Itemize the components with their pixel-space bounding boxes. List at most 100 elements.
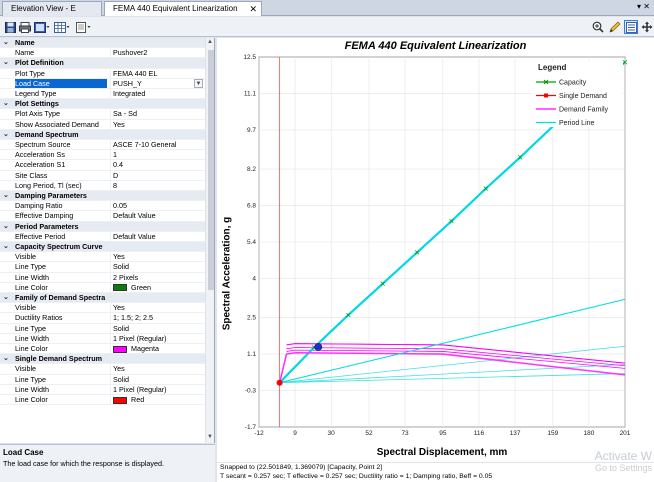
property-value[interactable]: 1 Pixel (Regular) bbox=[110, 384, 205, 394]
x-tick-label: 52 bbox=[365, 430, 373, 437]
property-value[interactable]: 0.05 bbox=[110, 201, 205, 211]
zoom-icon[interactable] bbox=[591, 20, 605, 34]
property-value[interactable]: Green bbox=[110, 282, 205, 292]
collapse-icon[interactable]: ⌄ bbox=[3, 100, 9, 108]
property-row[interactable]: Line Color Green bbox=[0, 282, 205, 293]
property-row[interactable]: Line Color Red bbox=[0, 395, 205, 406]
save-icon[interactable] bbox=[3, 20, 17, 34]
property-row[interactable]: Acceleration Ss 1 bbox=[0, 150, 205, 161]
property-value[interactable]: 1; 1.5; 2; 2.5 bbox=[110, 313, 205, 323]
property-row[interactable]: Visible Yes bbox=[0, 364, 205, 375]
property-value-text: Solid bbox=[113, 374, 129, 384]
collapse-icon[interactable]: ⌄ bbox=[3, 222, 9, 230]
pan-icon[interactable] bbox=[640, 20, 653, 34]
collapse-icon[interactable]: ⌄ bbox=[3, 355, 9, 363]
plot-area[interactable]: -12 9 30 52 73 95 116 137 159 180 201 12.5 11.1 9.7 8.… bbox=[217, 38, 654, 462]
property-value[interactable]: Solid bbox=[110, 374, 205, 384]
property-value[interactable]: Yes bbox=[110, 119, 205, 129]
property-row[interactable]: Damping Ratio 0.05 bbox=[0, 201, 205, 212]
property-row[interactable]: Site Class D bbox=[0, 170, 205, 181]
property-value[interactable]: ASCE 7-10 General bbox=[110, 140, 205, 150]
property-category[interactable]: ⌄ Damping Parameters bbox=[0, 191, 205, 202]
property-row[interactable]: Line Width 1 Pixel (Regular) bbox=[0, 333, 205, 344]
property-value[interactable]: Solid bbox=[110, 262, 205, 272]
property-name: Show Associated Demand bbox=[15, 119, 99, 129]
property-row[interactable]: Load Case PUSH_Y ▼ bbox=[0, 78, 205, 89]
property-name: Line Width bbox=[15, 384, 49, 394]
collapse-icon[interactable]: ⌄ bbox=[3, 130, 9, 138]
property-category[interactable]: ⌄ Single Demand Spectrum bbox=[0, 354, 205, 365]
collapse-icon[interactable]: ⌄ bbox=[3, 192, 9, 199]
property-row[interactable]: Line Color Magenta bbox=[0, 344, 205, 355]
collapse-icon[interactable]: ⌄ bbox=[3, 59, 9, 67]
tab-fema-440[interactable]: FEMA 440 Equivalent Linearization ✕ bbox=[104, 1, 262, 16]
property-grid-scrollbar[interactable]: ▲ ▼ bbox=[205, 38, 214, 443]
property-row[interactable]: Long Period, Tl (sec) 8 bbox=[0, 180, 205, 191]
property-row[interactable]: Line Type Solid bbox=[0, 323, 205, 334]
export-icon[interactable] bbox=[75, 20, 93, 34]
property-row[interactable]: Visible Yes bbox=[0, 252, 205, 263]
property-category[interactable]: ⌄ Family of Demand Spectra bbox=[0, 293, 205, 304]
property-value[interactable]: Solid bbox=[110, 323, 205, 333]
property-category[interactable]: ⌄ Name bbox=[0, 38, 205, 49]
property-category[interactable]: ⌄ Capacity Spectrum Curve bbox=[0, 242, 205, 253]
property-row[interactable]: Line Width 2 Pixels bbox=[0, 272, 205, 283]
property-row[interactable]: Effective Damping Default Value bbox=[0, 211, 205, 222]
print-icon[interactable] bbox=[18, 20, 32, 34]
property-value[interactable]: D bbox=[110, 170, 205, 180]
display-options-icon[interactable] bbox=[33, 20, 51, 34]
property-row[interactable]: Ductility Ratios 1; 1.5; 2; 2.5 bbox=[0, 313, 205, 324]
property-category[interactable]: ⌄ Plot Settings bbox=[0, 99, 205, 110]
property-row[interactable]: Effective Period Default Value bbox=[0, 231, 205, 242]
scroll-up-icon[interactable]: ▲ bbox=[207, 39, 213, 45]
property-value[interactable]: FEMA 440 EL bbox=[110, 68, 205, 78]
period-line bbox=[279, 373, 626, 384]
property-row[interactable]: Plot Type FEMA 440 EL bbox=[0, 68, 205, 79]
property-value[interactable]: 2 Pixels bbox=[110, 272, 205, 282]
pen-icon[interactable] bbox=[608, 20, 622, 34]
property-value[interactable]: Default Value bbox=[110, 231, 205, 241]
collapse-icon[interactable]: ⌄ bbox=[3, 243, 9, 250]
property-value[interactable]: Sa - Sd bbox=[110, 109, 205, 119]
dropdown-arrow-icon[interactable]: ▼ bbox=[194, 78, 203, 88]
property-name: Line Type bbox=[15, 323, 47, 333]
property-row[interactable]: Plot Axis Type Sa - Sd bbox=[0, 109, 205, 120]
close-icon[interactable]: ✕ bbox=[249, 4, 257, 14]
property-row[interactable]: Line Type Solid bbox=[0, 374, 205, 385]
property-value[interactable]: Default Value bbox=[110, 211, 205, 221]
property-value[interactable]: Red bbox=[110, 395, 205, 405]
grid-icon[interactable] bbox=[624, 20, 638, 34]
property-row[interactable]: Name Pushover2 bbox=[0, 48, 205, 59]
property-value[interactable]: Pushover2 bbox=[110, 48, 205, 58]
chevron-down-icon[interactable]: ▾ ✕ bbox=[637, 2, 650, 11]
property-name: Capacity Spectrum Curve bbox=[15, 242, 103, 251]
scrollbar-thumb[interactable] bbox=[208, 50, 214, 290]
property-name: Spectrum Source bbox=[15, 140, 71, 149]
property-category[interactable]: ⌄ Period Parameters bbox=[0, 221, 205, 232]
property-value[interactable]: Yes bbox=[110, 364, 205, 374]
property-row[interactable]: Show Associated Demand Yes bbox=[0, 119, 205, 130]
scroll-down-icon[interactable]: ▼ bbox=[207, 434, 213, 440]
property-value[interactable]: 1 bbox=[110, 150, 205, 160]
property-row[interactable]: Acceleration S1 0.4 bbox=[0, 160, 205, 171]
table-icon[interactable] bbox=[53, 20, 71, 34]
property-row[interactable]: Visible Yes bbox=[0, 303, 205, 314]
property-value[interactable]: Yes bbox=[110, 303, 205, 313]
tab-elevation-view[interactable]: Elevation View - E bbox=[2, 1, 102, 16]
property-value[interactable]: 1 Pixel (Regular) bbox=[110, 333, 205, 343]
property-row[interactable]: Line Width 1 Pixel (Regular) bbox=[0, 384, 205, 395]
property-row[interactable]: Spectrum Source ASCE 7-10 General bbox=[0, 140, 205, 151]
collapse-icon[interactable]: ⌄ bbox=[3, 39, 9, 46]
property-row[interactable]: Line Type Solid bbox=[0, 262, 205, 273]
property-category[interactable]: ⌄ Demand Spectrum bbox=[0, 129, 205, 140]
property-category[interactable]: ⌄ Plot Definition bbox=[0, 58, 205, 69]
property-value[interactable]: PUSH_Y ▼ bbox=[110, 78, 205, 88]
property-value[interactable]: 0.4 bbox=[110, 160, 205, 170]
property-row[interactable]: Legend Type Integrated bbox=[0, 89, 205, 100]
x-tick-label: -12 bbox=[254, 430, 264, 437]
property-value[interactable]: Yes bbox=[110, 252, 205, 262]
property-value[interactable]: Integrated bbox=[110, 89, 205, 99]
property-value[interactable]: Magenta bbox=[110, 344, 205, 354]
collapse-icon[interactable]: ⌄ bbox=[3, 294, 9, 301]
property-value[interactable]: 8 bbox=[110, 180, 205, 190]
